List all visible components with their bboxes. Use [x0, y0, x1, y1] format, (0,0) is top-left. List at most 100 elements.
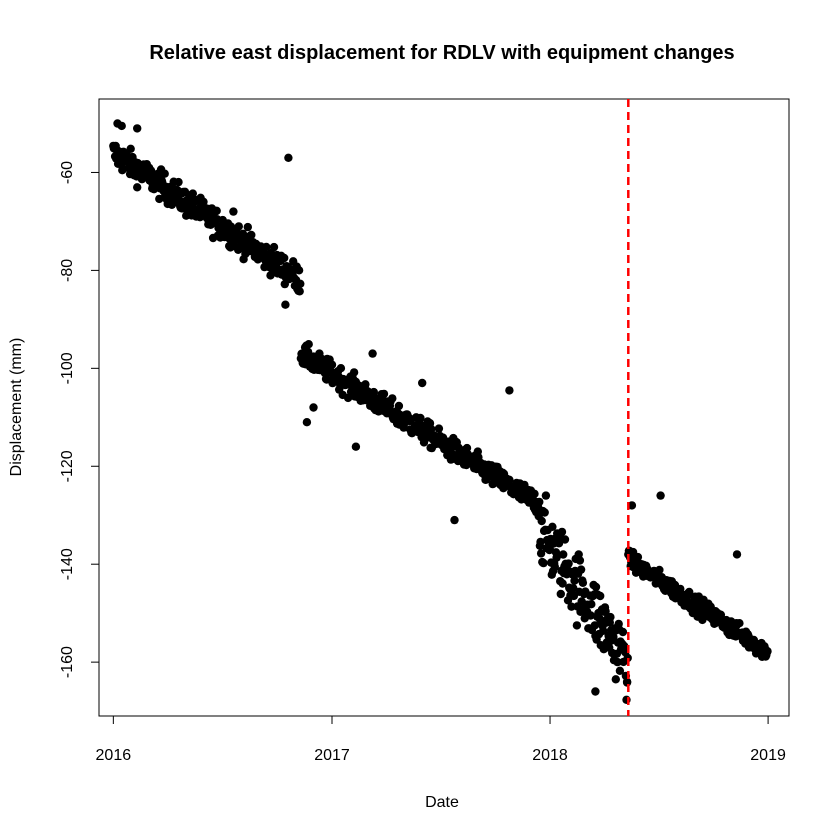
- data-point: [262, 242, 271, 252]
- data-point: [590, 621, 599, 630]
- data-point: [611, 675, 620, 684]
- data-point: [394, 401, 404, 411]
- data-point: [550, 562, 559, 571]
- data-point: [450, 515, 459, 525]
- data-point: [656, 491, 665, 500]
- y-tick-label: -160: [59, 646, 76, 678]
- data-point: [388, 394, 397, 403]
- data-point: [280, 253, 289, 263]
- y-tick-label: -100: [59, 352, 76, 384]
- y-tick-label: -120: [59, 450, 76, 482]
- data-point: [541, 491, 551, 500]
- data-point: [535, 497, 544, 507]
- data-point: [229, 207, 238, 216]
- data-point: [575, 556, 585, 565]
- data-point: [212, 206, 221, 215]
- data-point: [536, 537, 545, 547]
- data-point: [117, 121, 126, 131]
- data-point: [556, 589, 565, 599]
- data-point: [627, 501, 637, 510]
- data-point: [351, 442, 361, 451]
- data-point: [368, 349, 377, 358]
- data-point: [552, 553, 561, 562]
- data-point: [560, 535, 570, 544]
- data-point: [615, 666, 625, 675]
- data-point: [618, 627, 628, 637]
- data-point: [735, 619, 744, 628]
- y-axis-label: Displacement (mm): [8, 338, 25, 477]
- data-points: [109, 119, 772, 704]
- data-point: [557, 527, 567, 537]
- data-point: [576, 565, 586, 574]
- data-point: [418, 378, 427, 388]
- data-point: [554, 539, 564, 548]
- data-point: [126, 144, 135, 153]
- data-point: [361, 380, 370, 389]
- data-point: [304, 340, 313, 349]
- data-point: [716, 610, 726, 619]
- data-point: [570, 576, 579, 585]
- data-point: [558, 579, 567, 588]
- y-tick-label: -80: [59, 259, 76, 282]
- data-point: [559, 550, 568, 559]
- data-point: [379, 389, 389, 399]
- chart-title: Relative east displacement for RDLV with…: [149, 42, 734, 64]
- data-point: [416, 413, 425, 423]
- data-point: [548, 522, 557, 531]
- data-point: [530, 489, 539, 498]
- data-point: [327, 360, 337, 369]
- plot-frame: [98, 98, 790, 717]
- data-point: [133, 124, 142, 133]
- data-point: [587, 600, 596, 609]
- x-tick-label: 2018: [532, 747, 568, 764]
- data-point: [284, 153, 293, 162]
- data-point: [295, 287, 304, 296]
- data-point: [199, 197, 208, 206]
- data-point: [606, 612, 615, 622]
- data-point: [133, 183, 142, 192]
- x-axis: 2016 2017 2018 2019: [96, 715, 786, 764]
- data-point: [118, 164, 128, 173]
- data-point: [685, 587, 694, 597]
- x-tick-label: 2019: [750, 747, 786, 764]
- data-point: [609, 632, 618, 642]
- data-point: [188, 189, 197, 198]
- x-axis-label: Date: [425, 794, 459, 811]
- data-point: [505, 386, 514, 395]
- data-point: [434, 424, 444, 433]
- data-point: [540, 508, 549, 517]
- data-point: [539, 558, 548, 568]
- data-point: [247, 230, 256, 240]
- data-point: [294, 266, 304, 275]
- data-point: [567, 602, 576, 611]
- data-point: [505, 475, 514, 484]
- data-point: [601, 607, 610, 616]
- data-point: [613, 657, 622, 667]
- data-point: [349, 368, 359, 377]
- data-point: [599, 626, 608, 635]
- x-tick-label: 2016: [96, 747, 132, 764]
- data-point: [536, 549, 546, 558]
- data-point: [269, 242, 279, 252]
- data-point: [234, 222, 243, 231]
- data-point: [309, 403, 318, 412]
- data-point: [591, 687, 600, 696]
- data-point: [336, 364, 346, 373]
- y-tick-label: -60: [59, 161, 76, 184]
- data-point: [537, 516, 546, 526]
- data-point: [174, 177, 183, 187]
- y-axis: -60 -80 -100 -120 -140 -160: [59, 161, 100, 678]
- data-point: [655, 565, 664, 575]
- data-point: [578, 578, 588, 587]
- data-point: [281, 300, 290, 309]
- x-tick-label: 2017: [314, 747, 350, 764]
- data-point: [586, 611, 595, 620]
- data-point: [160, 169, 169, 178]
- data-point: [243, 222, 252, 232]
- data-point: [763, 647, 772, 656]
- data-point: [572, 621, 582, 630]
- y-tick-label: -140: [59, 548, 76, 580]
- data-point: [596, 591, 605, 601]
- data-point: [369, 387, 378, 397]
